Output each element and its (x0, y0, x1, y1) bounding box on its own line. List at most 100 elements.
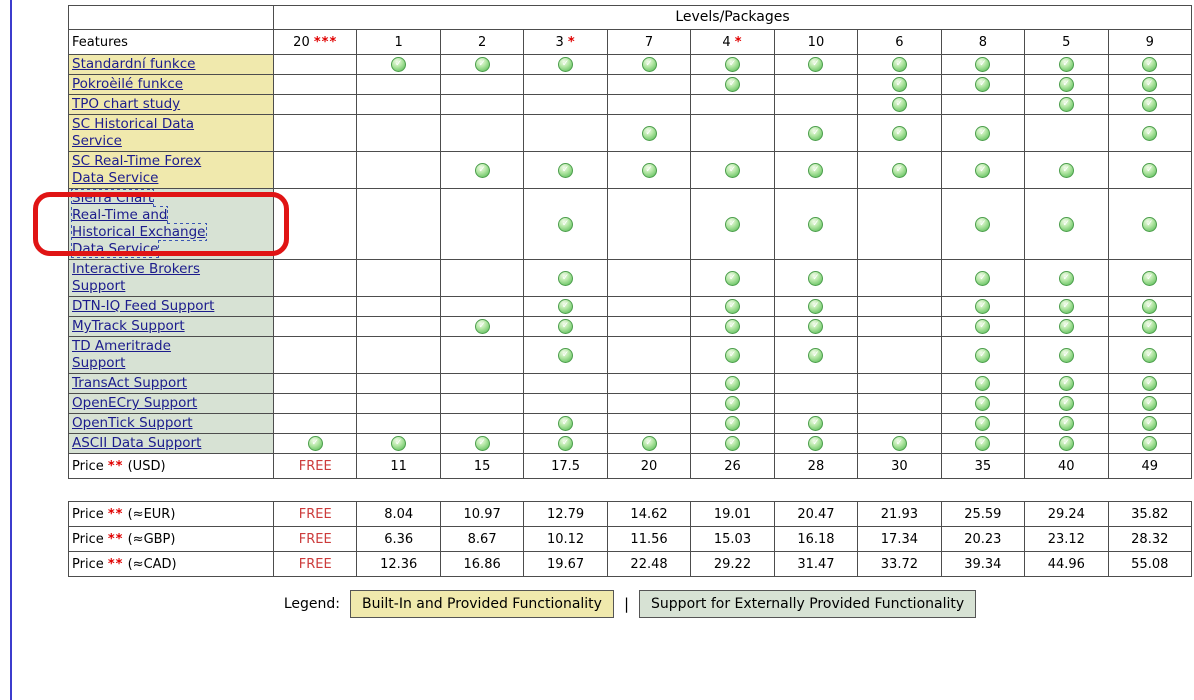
feature-link[interactable]: DTN-IQ Feed Support (72, 298, 215, 314)
check-icon: ✓ (1058, 216, 1074, 232)
check-icon: ✓ (808, 270, 824, 286)
price-cell: 11.56 (606, 526, 692, 552)
check-icon: ✓ (558, 416, 574, 431)
feature-link[interactable]: TD Ameritrade Support (72, 338, 171, 371)
check-icon: ✓ (975, 162, 991, 178)
package-cell: ✓ (1024, 316, 1109, 337)
check-icon: ✓ (724, 77, 740, 92)
feature-link[interactable]: OpenECry Support (72, 395, 198, 411)
feature-link[interactable]: ASCII Data Support (72, 435, 202, 451)
price-cell: 28 (773, 453, 859, 479)
check-icon: ✓ (641, 57, 657, 72)
feature-link[interactable]: Standardní funkce (72, 56, 196, 72)
levels-packages-table: Levels/Packages Features 20 *** 1 2 3 * 7 4 * 10… (68, 5, 1193, 479)
check-icon: ✓ (1142, 125, 1158, 141)
check-icon: ✓ (724, 416, 740, 431)
check-icon: ✓ (558, 436, 574, 451)
check-icon: ✓ (891, 77, 907, 92)
feature-link[interactable]: Interactive Brokers Support (72, 261, 201, 294)
price-cell: 22.48 (606, 551, 692, 577)
package-cell: ✓ (857, 54, 942, 75)
package-cell: ✓ (523, 296, 608, 317)
feature-link[interactable]: Sierra Chart Real-Time and Historical Exch… (71, 189, 207, 258)
price-cell: 40 (1024, 453, 1109, 479)
check-icon: ✓ (1058, 162, 1074, 178)
check-icon: ✓ (808, 436, 824, 451)
feature-link[interactable]: TransAct Support (72, 375, 188, 391)
package-cell: ✓ (773, 114, 859, 152)
feature-link[interactable]: TPO chart study (72, 96, 181, 112)
package-cell: ✓ (523, 336, 608, 374)
footnote-asterisks: * (734, 34, 743, 50)
feature-link[interactable]: MyTrack Support (72, 318, 185, 334)
check-icon: ✓ (1058, 57, 1074, 72)
feature-cell: TransAct Support (68, 373, 274, 394)
package-cell (272, 188, 358, 260)
price-label: Price ** (≈CAD) (68, 551, 274, 577)
price-cell: 21.93 (857, 501, 942, 527)
level-column-header: 7 (606, 29, 692, 55)
package-cell (272, 114, 358, 152)
check-icon: ✓ (975, 436, 991, 451)
package-cell (690, 114, 775, 152)
package-cell: ✓ (857, 433, 942, 454)
package-cell (857, 259, 942, 297)
check-icon: ✓ (1142, 376, 1158, 391)
feature-cell: OpenTick Support (68, 413, 274, 434)
package-cell (940, 94, 1026, 115)
level-column-header: 9 (1107, 29, 1193, 55)
price-row-eur: Price ** (≈EUR) FREE 8.04 10.97 12.79 14.62 19… (68, 501, 1193, 527)
feature-link[interactable]: SC Historical Data Service (72, 116, 195, 149)
check-icon: ✓ (391, 436, 407, 451)
package-cell (773, 74, 859, 95)
package-cell (272, 373, 358, 394)
check-icon: ✓ (1142, 416, 1158, 431)
package-cell: ✓ (940, 74, 1026, 95)
package-cell: ✓ (1024, 259, 1109, 297)
check-icon: ✓ (474, 319, 490, 334)
check-icon: ✓ (641, 436, 657, 451)
feature-cell: SC Historical Data Service (68, 114, 274, 152)
corner-cell (68, 5, 274, 30)
price-cell: 10.97 (439, 501, 525, 527)
feature-cell: Standardní funkce (68, 54, 274, 75)
package-cell (272, 54, 358, 75)
check-icon: ✓ (474, 162, 490, 178)
check-icon: ✓ (1058, 299, 1074, 314)
feature-link[interactable]: Pokroèilé funkce (72, 76, 184, 92)
package-cell: ✓ (940, 336, 1026, 374)
package-cell (356, 336, 441, 374)
price-cell: 28.32 (1107, 526, 1193, 552)
package-cell (439, 188, 525, 260)
package-cell: ✓ (857, 151, 942, 189)
price-cell: 20.23 (940, 526, 1026, 552)
feature-cell: SC Real-Time Forex Data Service (68, 151, 274, 189)
feature-row: TPO chart study ✓ ✓ ✓ (68, 94, 1193, 115)
check-icon: ✓ (391, 57, 407, 72)
check-icon: ✓ (558, 57, 574, 72)
package-cell (356, 259, 441, 297)
check-icon: ✓ (724, 436, 740, 451)
feature-link[interactable]: SC Real-Time Forex Data Service (72, 153, 202, 186)
package-cell: ✓ (272, 433, 358, 454)
check-icon: ✓ (1142, 57, 1158, 72)
check-icon: ✓ (1142, 216, 1158, 232)
package-cell (857, 188, 942, 260)
package-cell: ✓ (690, 188, 775, 260)
package-cell (272, 336, 358, 374)
feature-row: Pokroèilé funkce ✓ ✓ ✓ ✓ ✓ (68, 74, 1193, 95)
package-cell: ✓ (1107, 413, 1193, 434)
footnote-asterisks: ** (107, 458, 124, 474)
level-column-header: 6 (857, 29, 942, 55)
check-icon: ✓ (975, 77, 991, 92)
check-icon: ✓ (558, 270, 574, 286)
feature-link[interactable]: OpenTick Support (72, 415, 193, 431)
feature-cell: DTN-IQ Feed Support (68, 296, 274, 317)
check-icon: ✓ (1142, 97, 1158, 112)
check-icon: ✓ (724, 396, 740, 411)
price-cell: 31.47 (773, 551, 859, 577)
package-cell: ✓ (1024, 336, 1109, 374)
package-cell (439, 74, 525, 95)
check-icon: ✓ (474, 436, 490, 451)
package-cell (857, 316, 942, 337)
